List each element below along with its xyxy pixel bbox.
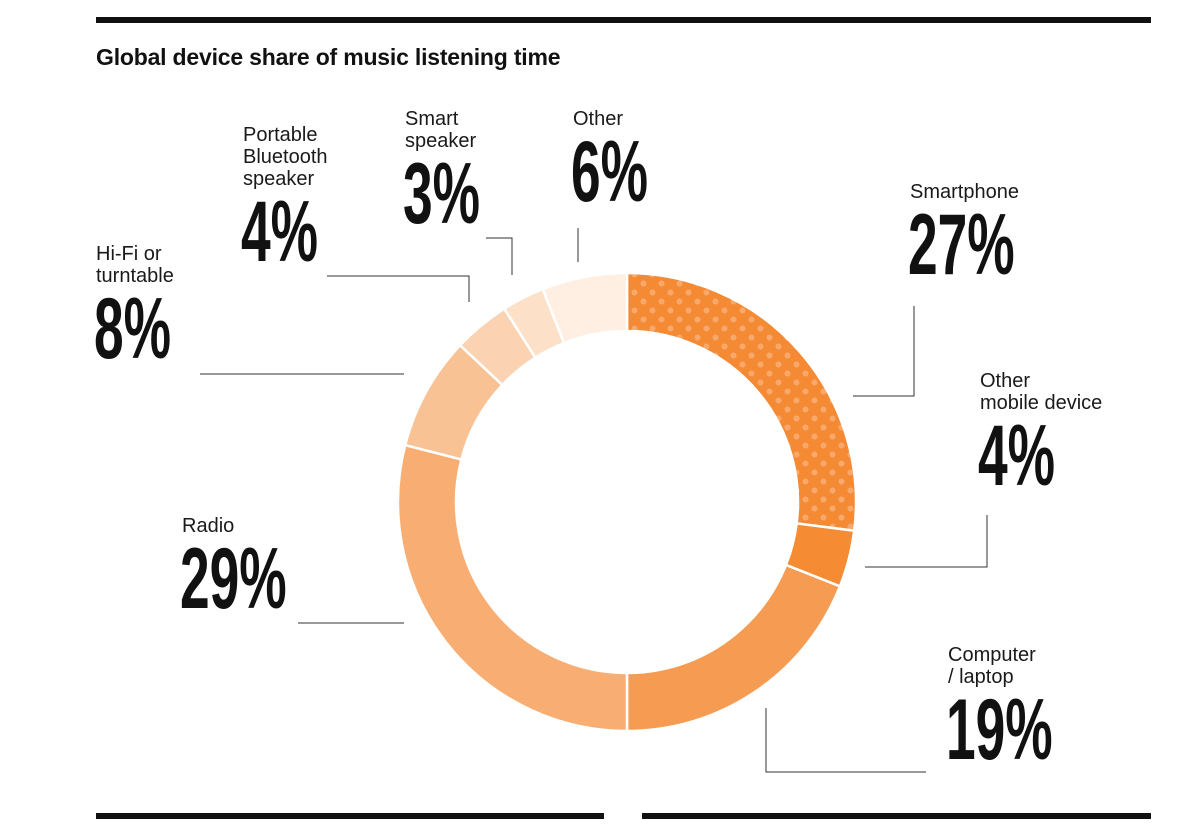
slice-label-hi-fi-or-turntable: Hi-Fi or turntable: [96, 243, 174, 287]
slice-label-radio: Radio: [182, 515, 234, 537]
leader-line-portable-bluetooth-speaker: [327, 275, 470, 302]
slice-value-other-mobile-device: 4%: [978, 408, 1055, 504]
leader-line-smart-speaker: [486, 237, 513, 275]
slice-value-smartphone: 27%: [908, 197, 1015, 293]
leader-line-computer-laptop: [765, 708, 926, 773]
slice-label-other: Other: [573, 108, 623, 130]
slice-value-portable-bluetooth-speaker: 4%: [241, 184, 318, 280]
top-rule: [96, 17, 1151, 23]
bottom-rule-left: [96, 813, 604, 819]
slice-value-computer-laptop: 19%: [946, 682, 1053, 778]
slice-value-radio: 29%: [180, 531, 287, 627]
chart-title: Global device share of music listening t…: [96, 44, 561, 70]
slice-computer-laptop: [625, 563, 842, 733]
slice-smartphone: [625, 271, 858, 533]
slice-other: [541, 271, 629, 345]
slice-label-smart-speaker: Smart speaker: [405, 108, 476, 152]
bottom-rule-right: [642, 813, 1151, 819]
slice-value-smart-speaker: 3%: [403, 146, 480, 242]
slice-label-other-mobile-device: Other mobile device: [980, 370, 1102, 414]
slice-radio: [396, 443, 629, 733]
leader-line-other-mobile-device: [865, 515, 988, 568]
slice-label-computer-laptop: Computer / laptop: [948, 644, 1036, 688]
slice-label-smartphone: Smartphone: [910, 181, 1019, 203]
leader-line-smartphone: [853, 306, 915, 397]
slice-label-portable-bluetooth-speaker: Portable Bluetooth speaker: [243, 124, 328, 190]
slice-value-hi-fi-or-turntable: 8%: [94, 281, 171, 377]
slice-value-other: 6%: [571, 124, 648, 220]
